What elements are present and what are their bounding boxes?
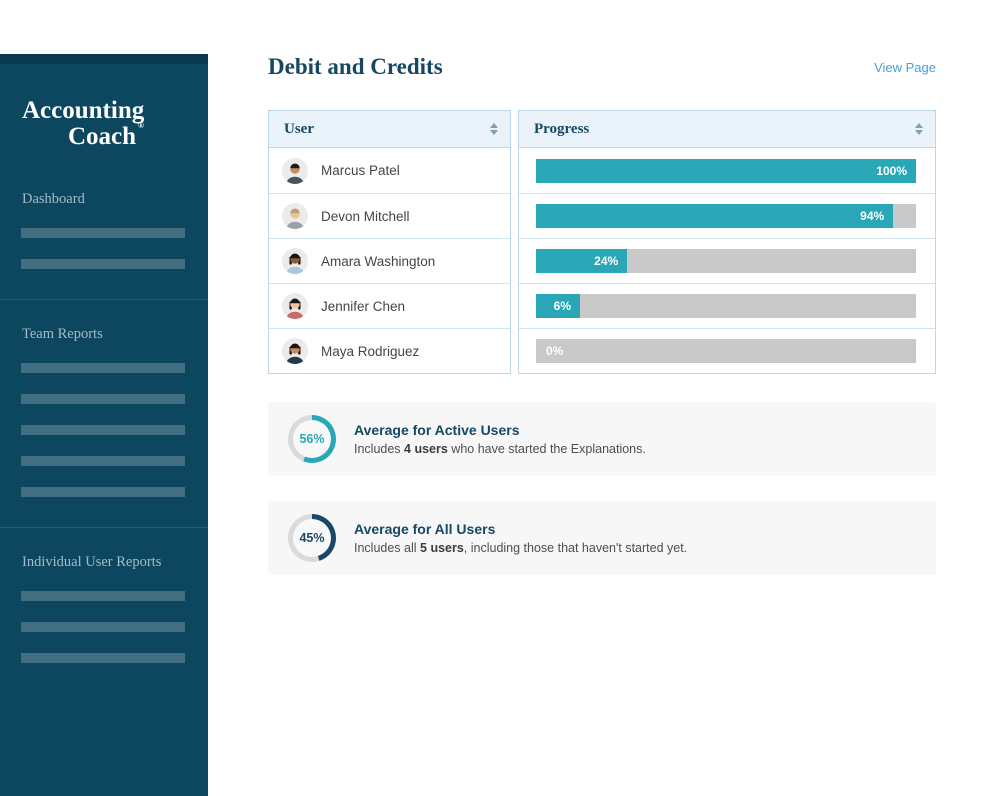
sidebar-nav-item-placeholder[interactable] (21, 259, 185, 269)
user-name: Amara Washington (321, 253, 436, 269)
progress-bar-fill: 24% (536, 249, 628, 273)
progress-bar: 100% (536, 158, 916, 183)
table-row-progress: 24% (519, 238, 935, 283)
donut-percent-label: 45% (293, 519, 331, 557)
progress-bar-fill: 6% (536, 294, 580, 318)
brand-logo-line2: Coach ® (67, 120, 144, 150)
user-avatar (282, 203, 308, 229)
sidebar-nav-item-placeholder[interactable] (21, 425, 185, 435)
table-row-user[interactable]: Jennifer Chen (269, 283, 510, 328)
sidebar-section: Team Reports (0, 299, 208, 527)
user-column-header[interactable]: User (269, 111, 510, 148)
app: Accounting Coach ® Dashboard Team Reports I… (0, 54, 1000, 796)
sidebar-nav-item-placeholder[interactable] (21, 487, 185, 497)
user-name: Jennifer Chen (321, 298, 406, 314)
progress-bar: 94% (536, 204, 916, 228)
user-avatar (282, 293, 308, 319)
table-row-user[interactable]: Amara Washington (269, 238, 510, 283)
sidebar-section-label: Dashboard (22, 191, 85, 207)
table-row-progress: 6% (519, 283, 935, 328)
user-avatar (282, 157, 308, 184)
user-avatar (282, 248, 308, 274)
table-row-progress: 0% (519, 328, 935, 373)
page-header: Debit and Credits View Page (268, 54, 936, 80)
main-content: Debit and Credits View Page User Marcus … (208, 54, 1000, 575)
table-row-user[interactable]: Maya Rodriguez (269, 328, 510, 373)
summary-card: 56% Average for Active Users Includes 4 us… (268, 402, 936, 476)
user-name: Maya Rodriguez (321, 343, 420, 359)
sidebar-top-strip (0, 54, 208, 64)
sort-icon (915, 123, 923, 135)
summary-card: 45% Average for All Users Includes all 5 u… (268, 501, 936, 575)
progress-column-label: Progress (534, 120, 590, 137)
user-avatar (282, 338, 308, 364)
progress-bar-fill: 100% (536, 158, 916, 183)
brand-logo-line1: Accounting (22, 97, 145, 124)
sidebar-section-label: Individual User Reports (22, 554, 162, 570)
brand-logo[interactable]: Accounting Coach ® (22, 97, 145, 150)
progress-bar-label: 0% (546, 344, 564, 358)
summary-card-description: Includes all 5 users, including those th… (354, 541, 688, 555)
summary-card-text: Average for All Users Includes all 5 user… (354, 521, 687, 555)
sidebar: Accounting Coach ® Dashboard Team Reports I… (0, 54, 208, 796)
table-row-progress: 94% (519, 193, 935, 238)
table-row-progress: 100% (519, 148, 935, 193)
progress-column: Progress 100% 94% 24% 6% 0% (518, 110, 936, 374)
sidebar-section-label: Team Reports (22, 326, 103, 342)
progress-bar: 6% (536, 294, 916, 318)
table-row-user[interactable]: Marcus Patel (269, 148, 510, 193)
user-rows: Marcus Patel Devon Mitchell Amara Washin… (269, 148, 510, 373)
donut-percent-label: 56% (293, 420, 331, 458)
sidebar-nav: Dashboard Team Reports Individual User Rep… (0, 149, 208, 693)
user-column: User Marcus Patel Devon Mitchell Amara W… (268, 110, 511, 374)
user-name: Marcus Patel (321, 163, 400, 178)
progress-bar: 0% (536, 339, 916, 363)
summary-card-title: Average for Active Users (354, 422, 520, 438)
sidebar-nav-item-placeholder[interactable] (21, 622, 185, 632)
sidebar-nav-item-placeholder[interactable] (21, 591, 185, 601)
table-row-user[interactable]: Devon Mitchell (269, 193, 510, 238)
user-column-label: User (284, 120, 314, 137)
sidebar-nav-item-placeholder[interactable] (21, 653, 185, 663)
summary-card-text: Average for Active Users Includes 4 users… (354, 422, 646, 456)
user-name: Devon Mitchell (321, 208, 410, 224)
sidebar-nav-item-placeholder[interactable] (21, 363, 185, 373)
summary-card-title: Average for All Users (354, 521, 496, 537)
progress-bar-fill: 94% (536, 204, 894, 228)
sidebar-nav-items (0, 591, 208, 663)
donut-chart: 45% (288, 514, 336, 562)
sort-icon (490, 123, 498, 135)
summary-cards: 56% Average for Active Users Includes 4 us… (268, 402, 936, 575)
page-title: Debit and Credits (268, 54, 443, 79)
progress-table: User Marcus Patel Devon Mitchell Amara W… (268, 110, 936, 374)
donut-chart: 56% (288, 415, 336, 463)
view-page-link[interactable]: View Page (874, 59, 936, 75)
registered-mark: ® (138, 120, 144, 130)
progress-column-header[interactable]: Progress (519, 111, 935, 148)
sidebar-section: Dashboard (0, 149, 208, 299)
progress-bar: 24% (536, 249, 916, 273)
sidebar-nav-items (0, 228, 208, 269)
sidebar-nav-item-placeholder[interactable] (21, 456, 185, 466)
sidebar-nav-item-placeholder[interactable] (21, 394, 185, 404)
sidebar-nav-item-placeholder[interactable] (21, 228, 185, 238)
progress-rows: 100% 94% 24% 6% 0% (519, 148, 935, 373)
sidebar-section: Individual User Reports (0, 527, 208, 693)
summary-card-description: Includes 4 users who have started the Ex… (354, 442, 646, 456)
sidebar-nav-items (0, 363, 208, 497)
